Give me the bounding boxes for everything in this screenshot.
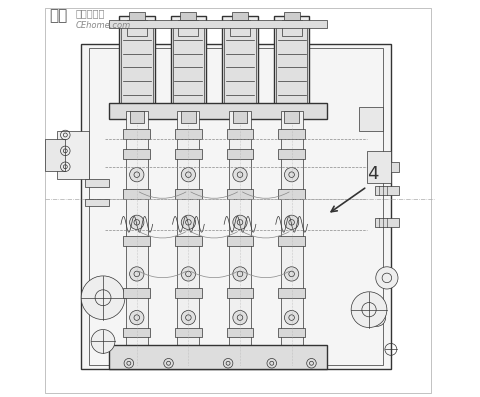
Bar	[281, 111, 302, 357]
Bar	[375, 186, 399, 195]
Circle shape	[351, 292, 387, 328]
Bar	[181, 111, 195, 123]
Text: 工程机械网: 工程机械网	[75, 8, 105, 18]
Circle shape	[91, 330, 115, 353]
Bar	[278, 328, 305, 337]
Bar	[109, 345, 327, 369]
Bar	[119, 16, 155, 111]
Circle shape	[285, 310, 299, 325]
Bar	[278, 129, 305, 139]
Circle shape	[130, 215, 144, 229]
Circle shape	[233, 215, 247, 229]
Bar	[130, 111, 144, 123]
Bar	[224, 24, 256, 103]
Bar	[278, 189, 305, 198]
Bar	[375, 218, 399, 227]
Bar	[126, 111, 148, 357]
Bar	[46, 139, 65, 171]
Circle shape	[285, 168, 299, 182]
Bar	[123, 328, 150, 337]
Bar	[123, 236, 150, 246]
Circle shape	[181, 168, 195, 182]
Circle shape	[285, 215, 299, 229]
Bar	[274, 16, 310, 111]
Circle shape	[376, 267, 398, 289]
Bar	[109, 103, 327, 119]
Bar	[233, 111, 247, 123]
Circle shape	[181, 267, 195, 281]
Bar	[284, 12, 300, 20]
Bar	[375, 162, 399, 172]
Circle shape	[233, 267, 247, 281]
Bar	[123, 288, 150, 298]
Bar	[227, 288, 253, 298]
Bar	[127, 20, 147, 36]
Bar	[129, 12, 145, 20]
Circle shape	[130, 267, 144, 281]
Circle shape	[181, 215, 195, 229]
Circle shape	[368, 309, 386, 326]
Circle shape	[285, 267, 299, 281]
Bar	[227, 129, 253, 139]
Bar	[278, 288, 305, 298]
Bar	[285, 111, 299, 123]
Circle shape	[233, 168, 247, 182]
Bar	[175, 149, 202, 159]
Bar	[227, 189, 253, 198]
Bar	[170, 16, 206, 111]
Bar	[58, 131, 89, 179]
Bar	[81, 44, 391, 369]
Bar	[85, 179, 109, 187]
Bar	[175, 236, 202, 246]
Bar	[278, 149, 305, 159]
Circle shape	[81, 276, 125, 320]
Bar	[172, 24, 204, 103]
Text: CEhome.com: CEhome.com	[75, 21, 131, 30]
Bar	[123, 129, 150, 139]
Bar	[123, 149, 150, 159]
Bar	[175, 288, 202, 298]
Bar	[175, 189, 202, 198]
Bar	[276, 24, 308, 103]
Bar	[109, 20, 327, 28]
Circle shape	[130, 310, 144, 325]
Bar	[121, 24, 153, 103]
Bar	[85, 198, 109, 206]
Bar	[178, 111, 199, 357]
Bar	[278, 236, 305, 246]
Bar	[89, 48, 383, 365]
Bar	[123, 189, 150, 198]
Bar	[282, 20, 301, 36]
Circle shape	[233, 310, 247, 325]
Bar	[175, 129, 202, 139]
Bar	[179, 20, 198, 36]
Ellipse shape	[91, 147, 115, 187]
Bar	[227, 236, 253, 246]
Bar	[227, 328, 253, 337]
Bar	[230, 20, 250, 36]
Circle shape	[181, 310, 195, 325]
Bar	[175, 328, 202, 337]
Bar	[229, 111, 251, 357]
Text: 4: 4	[367, 165, 379, 183]
Circle shape	[130, 168, 144, 182]
Bar	[232, 12, 248, 20]
Bar	[222, 16, 258, 111]
Bar	[367, 151, 391, 183]
Bar	[227, 149, 253, 159]
Ellipse shape	[95, 81, 111, 109]
Text: 铁甲: 铁甲	[49, 8, 68, 23]
Bar	[359, 107, 383, 131]
Bar	[180, 12, 196, 20]
